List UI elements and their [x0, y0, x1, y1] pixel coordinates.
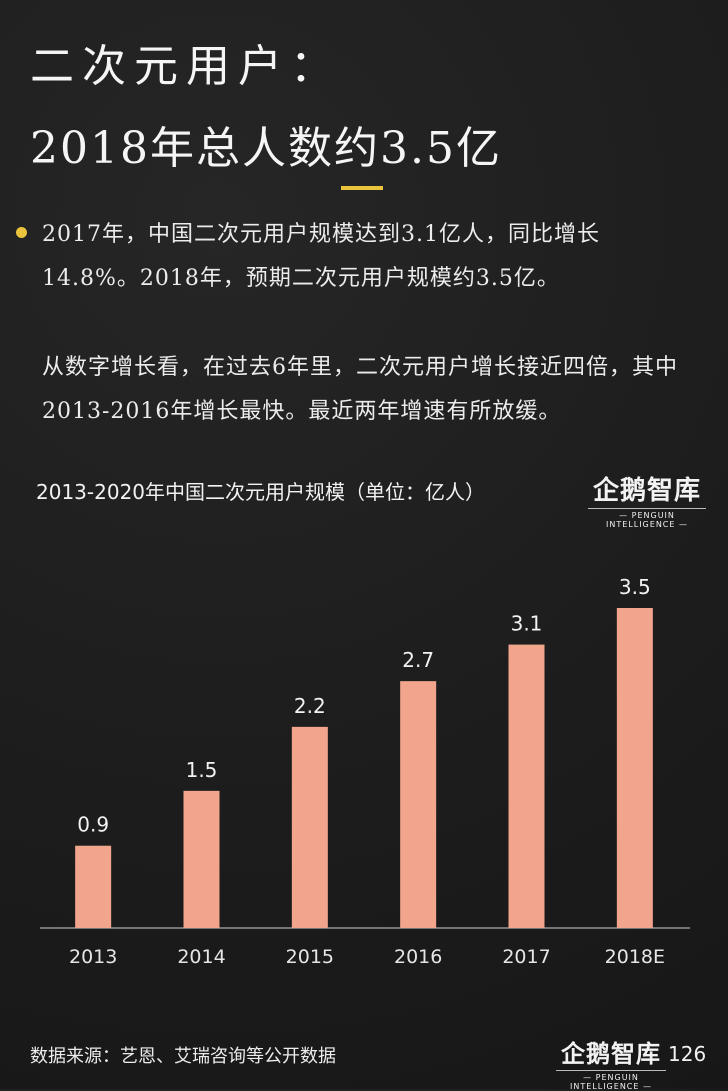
tick-label-2014: 2014	[177, 946, 225, 968]
data-label-2018E: 3.5	[619, 575, 651, 599]
page-title-line2: 2018年总人数约3.5亿	[30, 123, 502, 174]
bar-2014	[183, 790, 220, 928]
logo-name-footer: 企鹅智库	[561, 1040, 661, 1068]
data-label-2013: 0.9	[77, 813, 109, 837]
bar-2016	[400, 681, 437, 928]
tick-label-2013: 2013	[69, 946, 117, 968]
logo-subtitle-footer: — PENGUIN INTELLIGENCE —	[556, 1070, 666, 1091]
data-label-2014: 1.5	[186, 758, 218, 782]
bar-2015	[291, 726, 328, 928]
page-title-line1: 二次元用户：	[30, 41, 342, 92]
tick-label-2015: 2015	[286, 946, 334, 968]
accent-divider	[341, 186, 383, 190]
data-label-2017: 3.1	[511, 612, 543, 636]
logo-subtitle: — PENGUIN INTELLIGENCE —	[588, 508, 706, 529]
penguin-intelligence-logo-footer: 企鹅智库 — PENGUIN INTELLIGENCE —	[556, 1034, 666, 1091]
body-paragraph-2: 从数字增长看，在过去6年里，二次元用户增长接近四倍，其中2013-2016年增长…	[42, 355, 678, 424]
tick-label-2018E: 2018E	[605, 946, 665, 968]
tick-label-2016: 2016	[394, 946, 442, 968]
body-paragraph-1: 2017年，中国二次元用户规模达到3.1亿人，同比增长14.8%。2018年，预…	[42, 222, 600, 291]
page-number: 126	[668, 1042, 707, 1066]
logo-name: 企鹅智库	[592, 476, 701, 506]
bar-2013	[75, 845, 112, 928]
data-source: 数据来源：艺恩、艾瑞咨询等公开数据	[30, 1046, 336, 1067]
bar-2018E	[616, 608, 653, 928]
data-label-2016: 2.7	[402, 648, 434, 672]
bullet-dot-icon	[16, 227, 27, 238]
bar-2017	[508, 644, 545, 928]
bar-chart: 0.9 2013 1.5 2014 2.2 2015 2.7 2016 3.1 2017 3.5 20…	[40, 575, 690, 968]
chart-title: 2013-2020年中国二次元用户规模（单位：亿人）	[36, 480, 486, 504]
penguin-intelligence-logo: 企鹅智库 — PENGUIN INTELLIGENCE —	[588, 470, 706, 529]
data-label-2015: 2.2	[294, 694, 326, 718]
tick-label-2017: 2017	[502, 946, 550, 968]
